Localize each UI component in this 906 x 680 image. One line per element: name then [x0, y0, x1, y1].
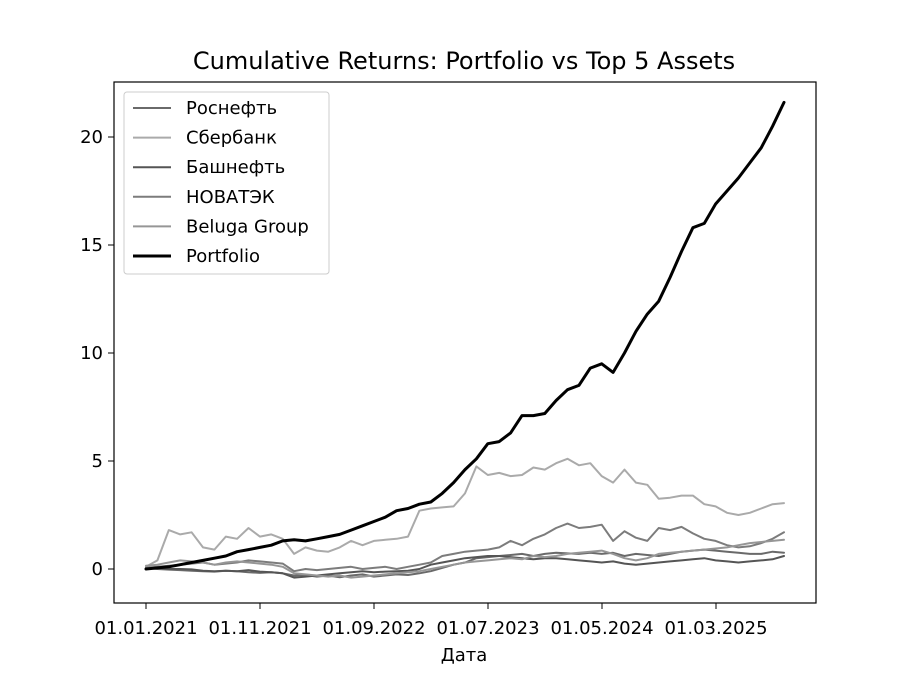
x-tick-label: 01.03.2025 — [664, 618, 767, 639]
legend-label: Роснефть — [186, 98, 277, 119]
legend: Роснефть Сбербанк Башнефть НОВАТЭК Beluga Gr… — [123, 91, 330, 275]
x-tick-label: 01.11.2021 — [208, 618, 311, 639]
legend-box — [123, 91, 330, 275]
x-tick-label: 01.09.2022 — [322, 618, 425, 639]
legend-label: Башнефть — [186, 157, 285, 178]
series-line-5 — [144, 100, 786, 571]
y-tick-label: 10 — [80, 343, 103, 364]
x-tick-label: 01.01.2021 — [94, 618, 197, 639]
y-tick-label: 15 — [80, 235, 103, 256]
x-axis-label: Дата — [441, 645, 488, 666]
legend-label: НОВАТЭК — [186, 187, 275, 208]
series-line-3 — [145, 522, 785, 573]
y-tick-label: 20 — [80, 127, 103, 148]
plot-frame — [113, 81, 817, 604]
series-line-4 — [145, 538, 785, 579]
x-tick-label: 01.07.2023 — [436, 618, 539, 639]
x-tick-label: 01.05.2024 — [550, 618, 653, 639]
y-tick-label: 5 — [92, 451, 103, 472]
chart-title: Cumulative Returns: Portfolio vs Top 5 A… — [193, 47, 735, 75]
series-line-1 — [145, 457, 785, 568]
legend-label: Portfolio — [186, 246, 260, 267]
legend-label: Beluga Group — [186, 216, 309, 237]
series-layer — [144, 100, 786, 579]
y-tick-label: 0 — [92, 559, 103, 580]
ticks-layer: 01.01.2021 01.11.2021 01.09.2022 01.07.2023… — [80, 127, 767, 639]
series-line-2 — [145, 555, 785, 579]
legend-label: Сбербанк — [186, 128, 277, 149]
